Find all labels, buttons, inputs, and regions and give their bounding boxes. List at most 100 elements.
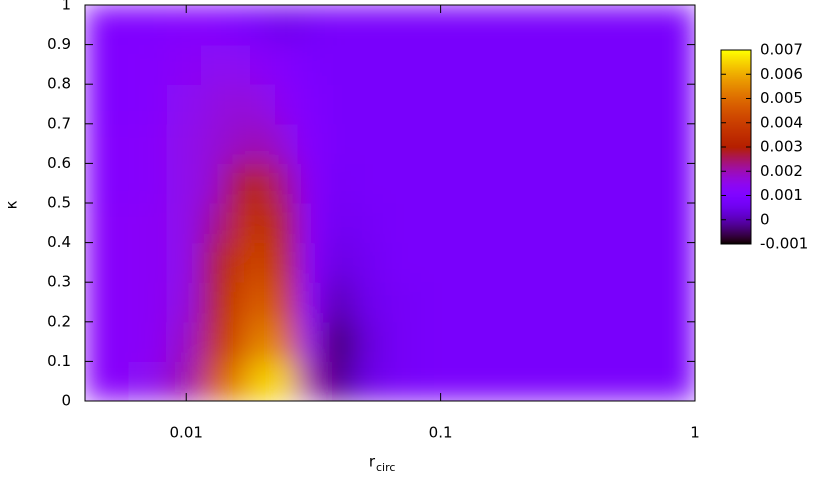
heat-cell <box>200 163 228 204</box>
colorbar-swatch <box>721 158 751 160</box>
heat-cell <box>85 123 129 164</box>
heat-cell <box>323 84 353 125</box>
colorbar-swatch <box>721 204 751 206</box>
colorbar-swatch <box>721 226 751 228</box>
colorbar-swatch <box>721 96 751 98</box>
heat-cell <box>351 321 384 362</box>
colorbar-swatch <box>721 164 751 166</box>
heat-cell <box>200 282 228 323</box>
colorbar-swatch <box>721 89 751 91</box>
heat-cell <box>323 5 353 46</box>
colorbar-swatch <box>721 225 751 227</box>
heat-cell <box>226 203 251 244</box>
heat-cell <box>351 163 384 204</box>
heat-cell <box>351 123 384 164</box>
colorbar-swatch <box>721 173 751 175</box>
colorbar-swatch <box>721 79 751 81</box>
heat-cell <box>351 5 384 46</box>
colorbar-swatch <box>721 240 751 242</box>
heat-cell <box>226 163 251 204</box>
colorbar-swatch <box>721 199 751 201</box>
y-tick-label: 1 <box>61 0 71 14</box>
colorbar-swatch <box>721 81 751 83</box>
colorbar-swatch <box>721 194 751 196</box>
colorbar-swatch <box>721 170 751 172</box>
heat-cell <box>250 84 276 125</box>
colorbar-swatch <box>721 109 751 111</box>
colorbar-tick-label: 0.003 <box>760 138 803 156</box>
colorbar-swatch <box>721 90 751 92</box>
heat-cell <box>382 44 422 85</box>
heat-cell <box>323 282 353 323</box>
colorbar-swatch <box>721 187 751 189</box>
colorbar-swatch <box>721 53 751 55</box>
colorbar-swatch <box>721 86 751 88</box>
colorbar-swatch <box>721 98 751 100</box>
heat-cell <box>250 282 276 323</box>
colorbar-swatch <box>721 156 751 158</box>
colorbar-swatch <box>721 131 751 133</box>
colorbar-swatch <box>721 236 751 238</box>
heat-cell <box>200 321 228 362</box>
colorbar-swatch <box>721 57 751 59</box>
colorbar-swatch <box>721 59 751 61</box>
colorbar-swatch <box>721 104 751 106</box>
heat-cell <box>382 282 422 323</box>
heat-cell <box>85 163 129 204</box>
colorbar-swatch <box>721 165 751 167</box>
heat-cell <box>250 321 276 362</box>
colorbar-swatch <box>721 155 751 157</box>
heat-cell <box>382 5 422 46</box>
colorbar-swatch <box>721 150 751 152</box>
colorbar-swatch <box>721 97 751 99</box>
colorbar-swatch <box>721 100 751 102</box>
colorbar-swatch <box>721 125 751 127</box>
heat-cell <box>128 123 168 164</box>
y-tick-label: 0.4 <box>47 233 71 251</box>
colorbar-swatch <box>721 88 751 90</box>
heat-cell <box>323 321 353 362</box>
colorbar-tick-label: 0.006 <box>760 65 803 83</box>
colorbar-swatch <box>721 166 751 168</box>
heat-cell <box>297 123 324 164</box>
heat-cell <box>250 203 276 244</box>
colorbar-swatch <box>721 92 751 94</box>
heat-cell <box>85 44 129 85</box>
heat-cell <box>382 84 422 125</box>
colorbar-swatch <box>721 83 751 85</box>
colorbar-swatch <box>721 91 751 93</box>
colorbar-swatch <box>721 216 751 218</box>
y-tick-label: 0.5 <box>47 194 71 212</box>
colorbar-swatch <box>721 162 751 164</box>
colorbar-swatch <box>721 136 751 138</box>
colorbar-swatch <box>721 99 751 101</box>
colorbar-swatch <box>721 161 751 163</box>
colorbar-swatch <box>721 134 751 136</box>
heat-cell <box>567 321 695 362</box>
heat-cell <box>420 361 480 401</box>
heat-cell <box>567 123 695 164</box>
heat-cell <box>567 282 695 323</box>
colorbar-swatch <box>721 119 751 121</box>
colorbar-swatch <box>721 128 751 130</box>
colorbar-tick-label: -0.001 <box>760 235 808 253</box>
heat-cell <box>250 123 276 164</box>
heat-cell <box>382 321 422 362</box>
heat-cell <box>420 123 480 164</box>
colorbar-swatch <box>721 205 751 207</box>
x-axis-label: r <box>369 453 376 471</box>
heat-cell <box>478 84 569 125</box>
heat-cell <box>226 123 251 164</box>
heat-cell <box>166 44 202 85</box>
heat-cell <box>297 321 324 362</box>
colorbar-tick-label: 0.001 <box>760 186 803 204</box>
heat-cell <box>226 44 251 85</box>
colorbar-swatch <box>721 202 751 204</box>
heat-cell <box>478 5 569 46</box>
colorbar-swatch <box>721 76 751 78</box>
heat-cell <box>478 163 569 204</box>
colorbar-swatch <box>721 52 751 54</box>
colorbar-swatch <box>721 111 751 113</box>
heat-cell <box>275 163 299 204</box>
